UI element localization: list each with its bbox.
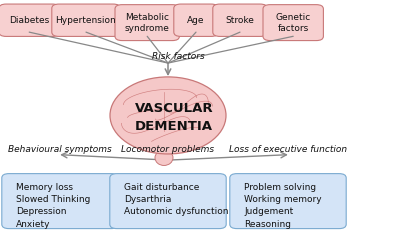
FancyBboxPatch shape (115, 5, 179, 41)
Text: Locomotor problems: Locomotor problems (122, 145, 214, 154)
Text: Behavioural symptoms: Behavioural symptoms (8, 145, 112, 154)
Text: Hypertension: Hypertension (56, 16, 116, 25)
FancyBboxPatch shape (174, 4, 218, 36)
Text: Stroke: Stroke (226, 16, 254, 25)
Text: Diabetes: Diabetes (9, 16, 49, 25)
Text: Metabolic
syndrome: Metabolic syndrome (125, 13, 170, 33)
Text: Memory loss
Slowed Thinking
Depression
Anxiety: Memory loss Slowed Thinking Depression A… (16, 183, 90, 228)
Text: Problem solving
Working memory
Judgement
Reasoning: Problem solving Working memory Judgement… (244, 183, 322, 228)
Text: Risk factors: Risk factors (152, 52, 204, 61)
Text: Loss of executive function: Loss of executive function (229, 145, 347, 154)
FancyBboxPatch shape (52, 4, 120, 36)
FancyBboxPatch shape (110, 174, 226, 228)
FancyBboxPatch shape (213, 4, 267, 36)
Ellipse shape (155, 150, 173, 165)
FancyBboxPatch shape (2, 174, 118, 228)
Ellipse shape (110, 77, 226, 154)
Text: VASCULAR: VASCULAR (135, 102, 213, 115)
Text: DEMENTIA: DEMENTIA (135, 120, 213, 133)
Text: Gait disturbance
Dysarthria
Autonomic dysfunction: Gait disturbance Dysarthria Autonomic dy… (124, 183, 229, 216)
Text: Age: Age (187, 16, 205, 25)
Text: Genetic
factors: Genetic factors (276, 13, 311, 33)
FancyBboxPatch shape (230, 174, 346, 228)
FancyBboxPatch shape (0, 4, 59, 36)
FancyBboxPatch shape (263, 5, 323, 41)
